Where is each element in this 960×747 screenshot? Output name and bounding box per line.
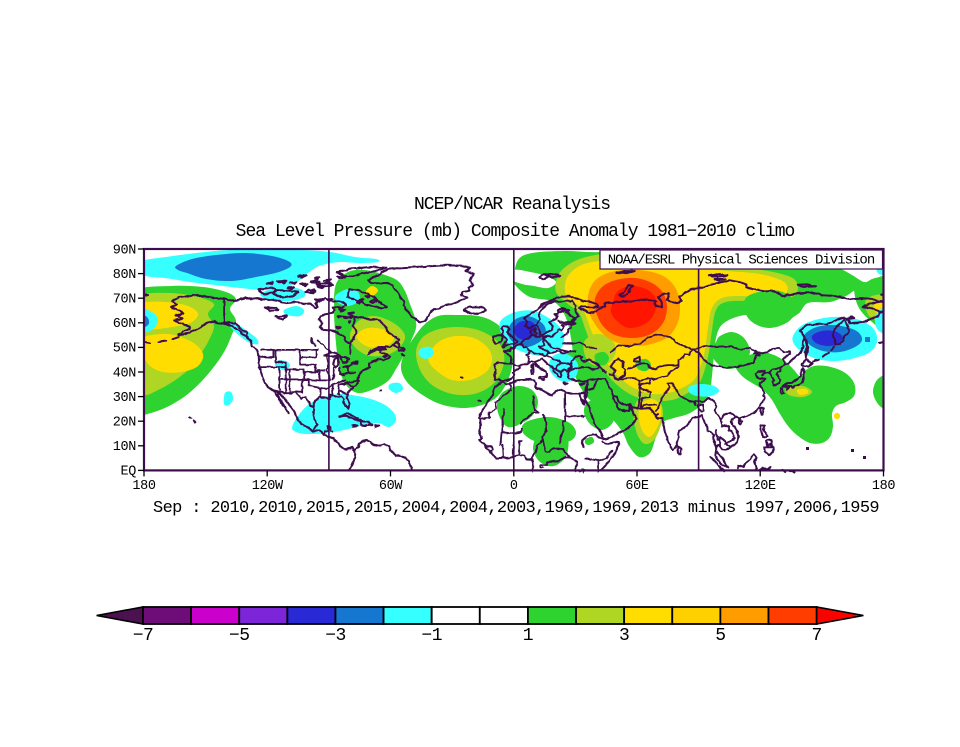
svg-text:−1: −1 xyxy=(421,626,442,646)
svg-text:EQ: EQ xyxy=(120,465,136,480)
svg-text:80N: 80N xyxy=(113,268,137,283)
svg-text:60E: 60E xyxy=(625,479,649,494)
svg-text:10N: 10N xyxy=(113,440,137,455)
svg-text:NCEP/NCAR Reanalysis: NCEP/NCAR Reanalysis xyxy=(414,195,610,215)
svg-text:1: 1 xyxy=(523,626,533,646)
svg-text:7: 7 xyxy=(811,626,821,646)
svg-text:NOAA/ESRL Physical Sciences Di: NOAA/ESRL Physical Sciences Division xyxy=(608,253,875,269)
svg-text:180: 180 xyxy=(132,479,156,494)
svg-text:20N: 20N xyxy=(113,416,137,431)
svg-text:120E: 120E xyxy=(745,479,776,494)
svg-text:−7: −7 xyxy=(133,626,154,646)
svg-text:5: 5 xyxy=(715,626,725,646)
svg-text:30N: 30N xyxy=(113,391,137,406)
svg-text:70N: 70N xyxy=(113,293,137,308)
svg-text:180: 180 xyxy=(872,479,896,494)
svg-text:60W: 60W xyxy=(379,479,404,494)
svg-text:Sea Level Pressure (mb) Compos: Sea Level Pressure (mb) Composite Anomal… xyxy=(236,222,795,242)
svg-text:−3: −3 xyxy=(325,626,346,646)
svg-text:−5: −5 xyxy=(229,626,250,646)
svg-text:3: 3 xyxy=(619,626,629,646)
svg-text:90N: 90N xyxy=(113,243,137,258)
svg-text:120W: 120W xyxy=(252,479,284,494)
svg-text:Sep : 2010,2010,2015,2015,2004: Sep : 2010,2010,2015,2015,2004,2004,2003… xyxy=(153,499,879,518)
svg-text:40N: 40N xyxy=(113,366,137,381)
svg-text:0: 0 xyxy=(510,479,518,494)
svg-text:60N: 60N xyxy=(113,317,137,332)
svg-text:50N: 50N xyxy=(113,342,137,357)
